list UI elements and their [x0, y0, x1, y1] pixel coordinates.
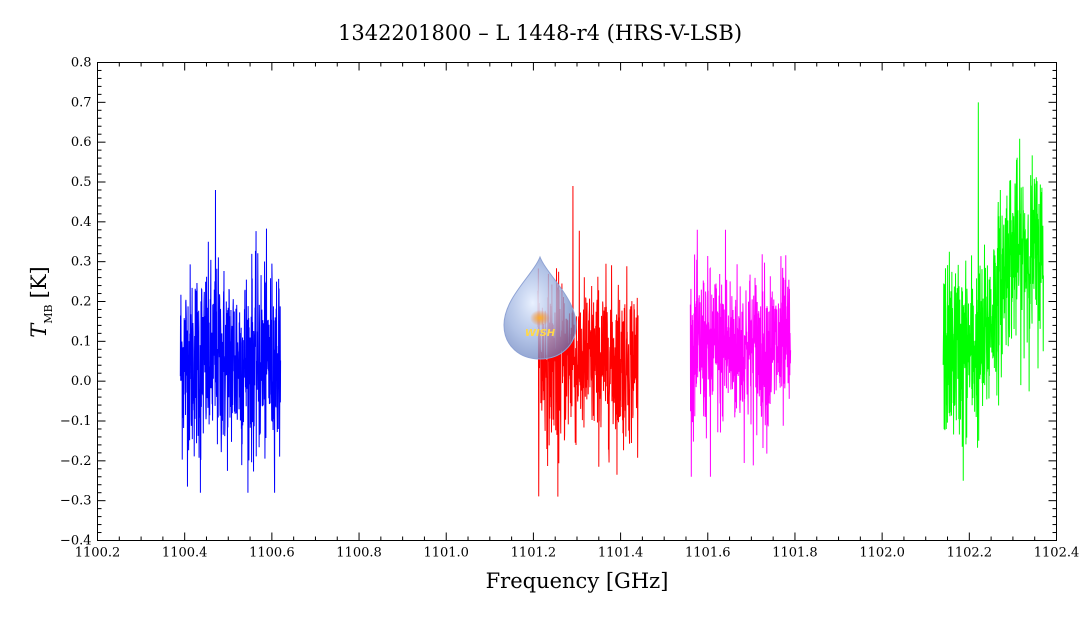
y-tick-label: 0.0 [71, 374, 92, 389]
y-tick-label: 0.7 [71, 95, 92, 110]
y-axis-label-subscript: MB [42, 304, 55, 323]
y-tick-label: 0.4 [71, 215, 92, 230]
x-tick-label: 1100.4 [162, 546, 208, 561]
y-tick-label: 0.3 [71, 255, 92, 270]
x-tick-label: 1102.0 [859, 546, 905, 561]
series-line-4 [942, 102, 1044, 481]
x-axis: 1100.2 1100.4 1100.6 1100.8 1101.0 1101.2 1101… [75, 62, 1080, 561]
y-tick-label: 0.8 [71, 56, 92, 71]
y-tick-label: −0.3 [60, 494, 92, 509]
y-axis-label: TMB [K] [27, 266, 55, 337]
wish-logo: WISH [503, 255, 577, 360]
series-line-3 [689, 229, 792, 477]
y-tick-label: −0.4 [60, 534, 92, 549]
x-tick-label: 1101.2 [511, 546, 557, 561]
wish-logo-text: WISH [525, 328, 556, 339]
x-tick-label: 1102.4 [1034, 546, 1080, 561]
y-tick-label: 0.2 [71, 295, 92, 310]
series-layer [179, 102, 1044, 497]
plot-frame [97, 62, 1057, 541]
x-axis-label: Frequency [GHz] [486, 569, 669, 593]
series-line-1 [179, 189, 282, 493]
y-tick-label: −0.1 [60, 414, 92, 429]
wish-logo-drop [503, 255, 577, 360]
x-tick-label: 1101.4 [598, 546, 644, 561]
wish-logo-glow [530, 310, 550, 326]
series-line-2 [537, 185, 639, 497]
y-tick-label: 0.6 [71, 135, 92, 150]
y-tick-label: −0.2 [60, 454, 92, 469]
y-axis: −0.4 −0.3 −0.2 −0.1 0.0 0.1 0.2 0.3 0.4 0.5 0.6 0.7… [60, 56, 1057, 549]
y-tick-label: 0.5 [71, 175, 92, 190]
y-axis-label-unit: [K] [27, 266, 51, 298]
x-tick-label: 1100.8 [336, 546, 382, 561]
x-tick-label: 1101.0 [423, 546, 469, 561]
chart-title: 1342201800 – L 1448-r4 (HRS-V-LSB) [338, 21, 742, 45]
x-tick-label: 1101.6 [685, 546, 731, 561]
x-tick-label: 1100.2 [75, 546, 121, 561]
x-tick-label: 1100.6 [249, 546, 295, 561]
x-tick-label: 1101.8 [772, 546, 818, 561]
y-axis-label-symbol: T [27, 322, 51, 338]
y-tick-label: 0.1 [71, 334, 92, 349]
x-tick-label: 1102.2 [947, 546, 993, 561]
